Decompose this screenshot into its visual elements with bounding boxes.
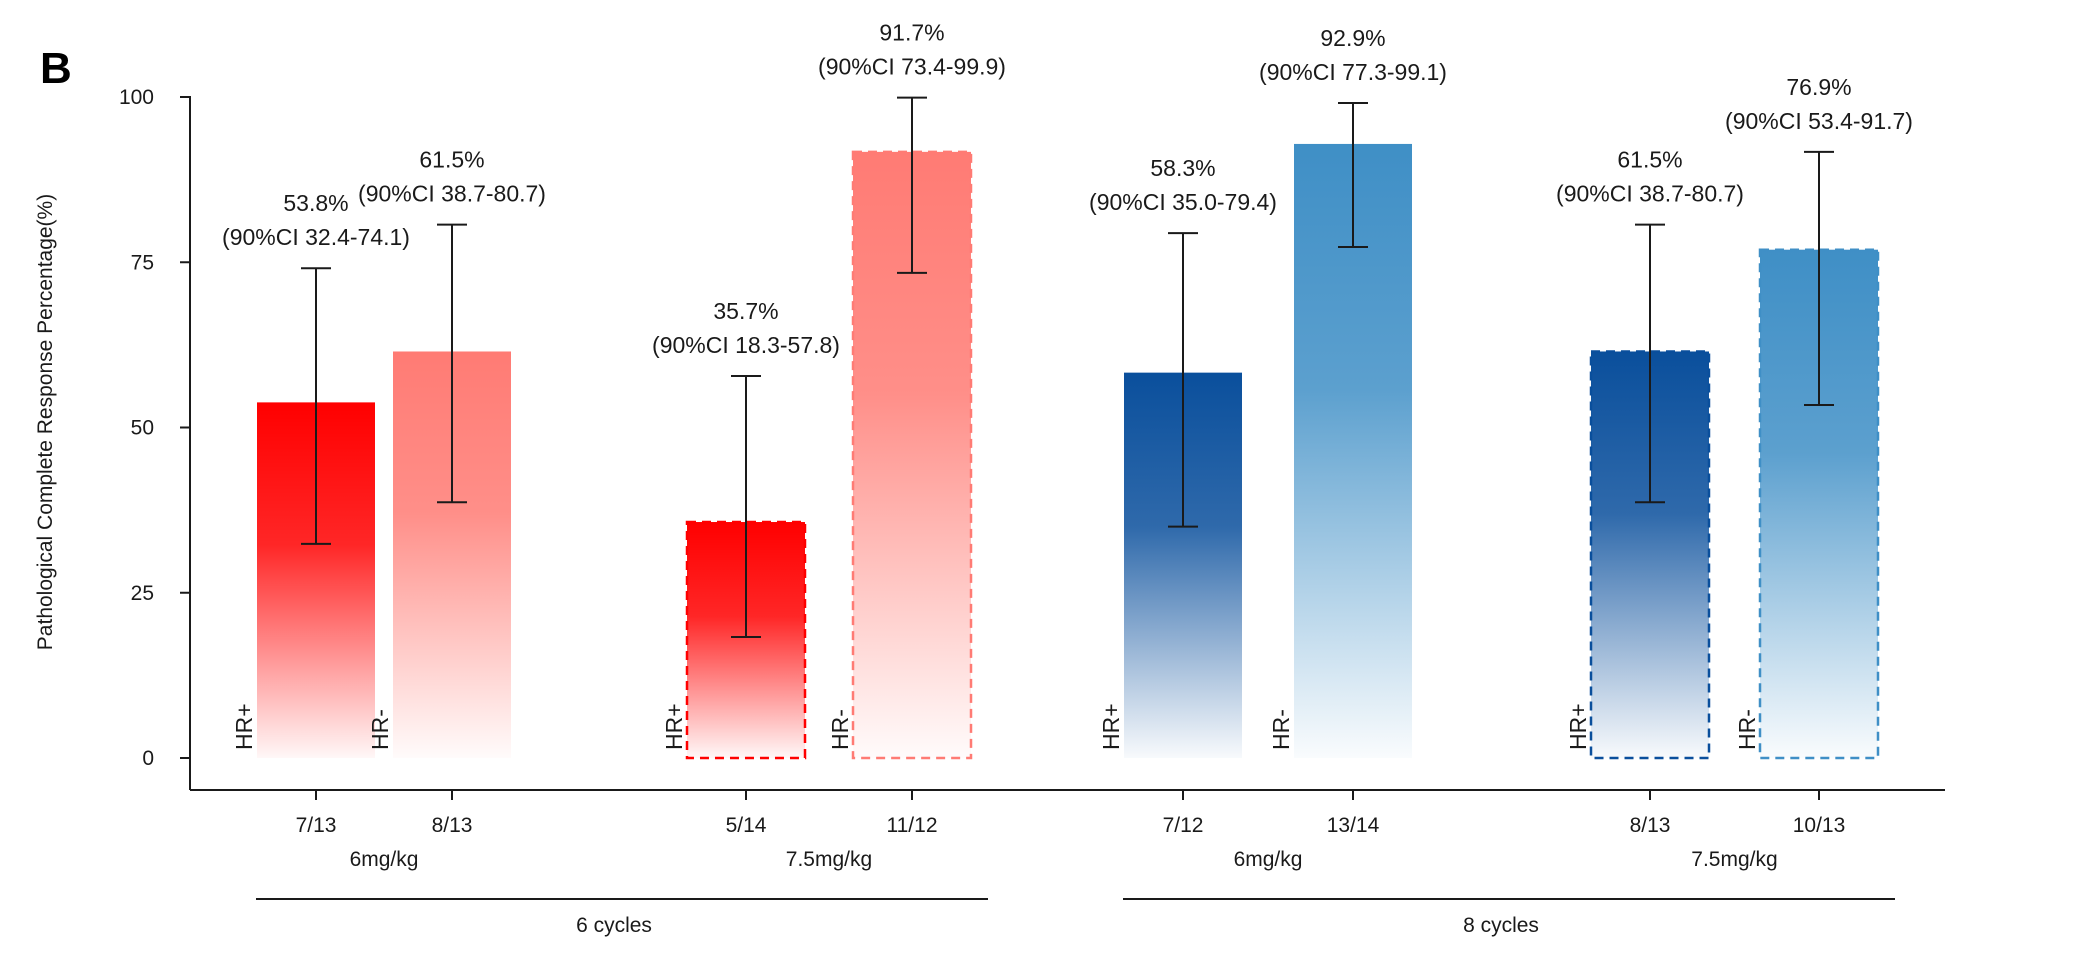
dose-label: 6mg/kg [350, 848, 419, 871]
subgroup-label: HR+ [661, 703, 687, 750]
ci-label: (90%CI 77.3-99.1) [1259, 59, 1447, 85]
panel-label: B [40, 44, 72, 93]
y-axis-title: Pathological Complete Response Percentag… [34, 194, 57, 650]
fraction-label: 5/14 [726, 814, 767, 837]
value-label: 91.7% [879, 20, 944, 46]
fraction-label: 8/13 [432, 814, 473, 837]
group-label: 8 cycles [1463, 914, 1539, 937]
subgroup-label: HR+ [231, 703, 257, 750]
subgroup-label: HR+ [1098, 703, 1124, 750]
bar-dashed-outline [1758, 248, 1880, 760]
ci-label: (90%CI 73.4-99.9) [818, 54, 1006, 80]
value-label: 58.3% [1150, 155, 1215, 181]
subgroup-label: HR+ [1565, 703, 1591, 750]
fraction-label: 13/14 [1327, 814, 1380, 837]
fraction-label: 11/12 [887, 814, 938, 837]
subgroup-label: HR- [1268, 709, 1294, 750]
ci-label: (90%CI 32.4-74.1) [222, 224, 410, 250]
value-label: 61.5% [1617, 147, 1682, 173]
y-tick-label: 100 [119, 86, 154, 109]
y-tick-label: 75 [131, 251, 154, 274]
y-tick-label: 0 [142, 747, 154, 770]
ci-label: (90%CI 38.7-80.7) [1556, 181, 1744, 207]
group-label: 6 cycles [576, 914, 652, 937]
axes: 0 25 50 75 100 [119, 86, 1945, 800]
subgroup-label: HR- [367, 709, 393, 750]
value-label: 35.7% [713, 298, 778, 324]
value-label: 92.9% [1320, 25, 1385, 51]
bar-dashed-outline [1589, 350, 1711, 760]
bars-layer [257, 96, 1880, 760]
labels-layer: 7/13 HR+ 53.8% (90%CI 32.4-74.1) 8/13 HR- 61.5… [222, 20, 1913, 937]
ci-label: (90%CI 35.0-79.4) [1089, 189, 1277, 215]
y-tick-label: 50 [131, 417, 154, 440]
fraction-label: 10/13 [1793, 814, 1846, 837]
value-label: 61.5% [419, 147, 484, 173]
y-tick-label: 25 [131, 582, 154, 605]
subgroup-label: HR- [827, 709, 853, 750]
dose-label: 6mg/kg [1234, 848, 1303, 871]
ci-label: (90%CI 38.7-80.7) [358, 181, 546, 207]
ci-label: (90%CI 18.3-57.8) [652, 332, 840, 358]
fraction-label: 7/13 [296, 814, 337, 837]
dose-label: 7.5mg/kg [786, 848, 872, 871]
fraction-label: 8/13 [1630, 814, 1671, 837]
value-label: 53.8% [283, 190, 348, 216]
bar-dashed-outline [851, 150, 973, 760]
bar-dashed-outline [685, 520, 807, 760]
fraction-label: 7/12 [1163, 814, 1204, 837]
dose-label: 7.5mg/kg [1691, 848, 1777, 871]
subgroup-label: HR- [1734, 709, 1760, 750]
value-label: 76.9% [1786, 74, 1851, 100]
ci-label: (90%CI 53.4-91.7) [1725, 108, 1913, 134]
